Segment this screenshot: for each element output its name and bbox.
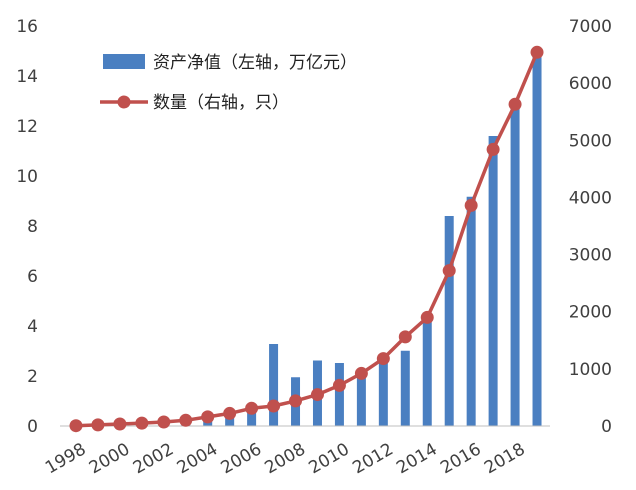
x-tick-label: 2008	[262, 439, 309, 478]
legend-line-label: 数量（右轴，只）	[153, 93, 289, 113]
x-tick-label: 2006	[218, 439, 265, 478]
x-tick-label: 2002	[130, 439, 177, 478]
line-point	[354, 366, 368, 380]
right-tick-label: 4000	[569, 188, 612, 208]
right-tick-label: 7000	[569, 17, 612, 37]
left-tick-label: 6	[27, 267, 38, 287]
bar	[400, 350, 410, 426]
left-tick-label: 8	[27, 217, 38, 237]
x-tick-label: 2004	[174, 439, 221, 478]
bar	[422, 312, 432, 426]
x-tick-label: 1998	[42, 439, 89, 478]
bar	[378, 354, 388, 426]
line-point	[113, 417, 127, 431]
bar	[444, 216, 454, 426]
legend: 资产净值（左轴，万亿元） 数量（右轴，只）	[100, 53, 357, 113]
bar	[225, 414, 235, 426]
bar	[510, 101, 520, 426]
bar	[532, 56, 542, 426]
left-tick-label: 14	[16, 67, 38, 87]
bar	[356, 371, 366, 426]
x-tick-label: 2018	[481, 439, 528, 478]
right-axis-ticks: 0 1000 2000 3000 4000 5000 6000 7000	[569, 17, 612, 437]
line-point	[201, 410, 215, 424]
x-tick-label: 2012	[349, 439, 396, 478]
left-axis-ticks: 0 2 4 6 8 10 12 14 16	[16, 17, 38, 437]
line-point	[267, 399, 281, 413]
left-tick-label: 12	[16, 117, 38, 137]
line-point	[179, 413, 193, 427]
line-point	[442, 264, 456, 278]
right-tick-label: 0	[601, 417, 612, 437]
bar	[488, 136, 498, 426]
line-point	[135, 416, 149, 430]
right-tick-label: 3000	[569, 246, 612, 266]
x-tick-label: 2016	[437, 439, 484, 478]
legend-line-marker	[117, 95, 131, 109]
right-tick-label: 2000	[569, 303, 612, 323]
bar	[334, 363, 344, 426]
x-axis-ticks: 1998200020022004200620082010201220142016…	[42, 439, 529, 478]
bar	[269, 344, 279, 426]
line-point	[310, 388, 324, 402]
bar	[466, 196, 476, 426]
line-path	[75, 51, 539, 428]
line-point	[398, 330, 412, 344]
legend-bar-swatch	[103, 54, 145, 69]
line-point	[245, 401, 259, 415]
x-tick-label: 2000	[86, 439, 133, 478]
left-tick-label: 2	[27, 367, 38, 387]
right-tick-label: 5000	[569, 131, 612, 151]
line-point	[508, 97, 522, 111]
left-tick-label: 4	[27, 317, 38, 337]
x-tick-label: 2010	[305, 439, 352, 478]
x-tick-label: 2014	[393, 439, 440, 478]
left-tick-label: 0	[27, 417, 38, 437]
right-tick-label: 6000	[569, 74, 612, 94]
line-point	[332, 378, 346, 392]
line-point	[69, 419, 83, 433]
bar-series	[71, 56, 542, 426]
line-point	[223, 406, 237, 420]
legend-bar-label: 资产净值（左轴，万亿元）	[153, 53, 357, 73]
line-point	[420, 310, 434, 324]
left-tick-label: 10	[16, 167, 38, 187]
line-point	[530, 45, 544, 59]
line-point	[464, 198, 478, 212]
line-point	[486, 142, 500, 156]
line-point	[157, 415, 171, 429]
line-point	[376, 352, 390, 366]
line-point	[91, 418, 105, 432]
bar	[247, 404, 257, 426]
right-tick-label: 1000	[569, 360, 612, 380]
left-tick-label: 16	[16, 17, 38, 37]
line-series	[69, 45, 544, 433]
line-point	[289, 394, 303, 408]
